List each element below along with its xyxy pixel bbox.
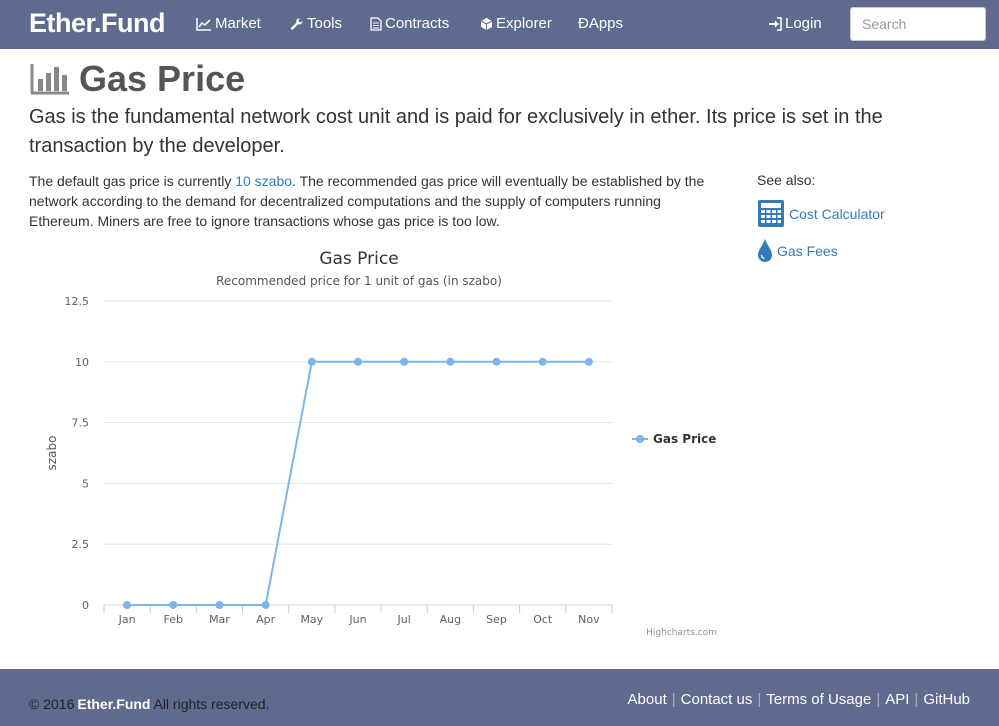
footer-separator: | <box>757 691 762 708</box>
page-title-text: Gas Price <box>79 58 246 99</box>
nav-tools-label: Tools <box>307 15 343 32</box>
series-layer <box>123 357 593 609</box>
data-point <box>261 601 270 609</box>
y-tick-label: 0 <box>82 599 89 612</box>
y-tick-label: 10 <box>75 356 89 369</box>
x-tick-label: Jul <box>397 613 411 626</box>
data-point <box>123 601 132 609</box>
lead-paragraph: Gas is the fundamental network cost unit… <box>29 106 883 157</box>
page-title: Gas Price <box>29 58 245 100</box>
copyright-prefix: © 2016 <box>29 696 75 712</box>
nav-market-label: Market <box>215 15 261 32</box>
cost-calculator-label: Cost Calculator <box>789 205 885 222</box>
document-icon <box>370 16 382 31</box>
gas-fees-link[interactable]: Gas Fees <box>757 238 838 264</box>
footer-link-about[interactable]: About <box>627 691 667 708</box>
cost-calculator-link[interactable]: Cost Calculator <box>757 199 885 228</box>
nav-contracts-label: Contracts <box>385 15 450 32</box>
copyright: © 2016 Ether.Fund All rights reserved. <box>29 696 269 712</box>
x-tick-label: May <box>300 613 323 626</box>
x-tick-label: Aug <box>440 613 461 626</box>
chart-subtitle: Recommended price for 1 unit of gas (in … <box>216 274 502 288</box>
data-point <box>307 357 316 366</box>
line-chart-icon <box>196 17 211 31</box>
bar-chart-icon <box>30 64 69 95</box>
x-tick-label: Apr <box>256 613 276 626</box>
calculator-icon <box>758 200 784 227</box>
navbar: Ether.Fund Market Tools Contracts Explor… <box>0 0 999 49</box>
nav-login[interactable]: Login <box>768 15 822 32</box>
nav-dapps[interactable]: ĐApps <box>578 15 623 32</box>
chart-credits[interactable]: Highcharts.com <box>646 628 717 638</box>
see-also-heading: See also: <box>757 172 816 188</box>
data-point <box>400 357 409 366</box>
gas-fees-label: Gas Fees <box>777 243 838 259</box>
legend-marker <box>636 435 644 443</box>
x-tick-label: Nov <box>578 613 600 626</box>
nav-explorer-label: Explorer <box>496 15 552 32</box>
y-tick-label: 5 <box>82 477 89 490</box>
footer-link-terms[interactable]: Terms of Usage <box>766 691 872 708</box>
default-gas-price-link[interactable]: 10 szabo <box>235 173 293 189</box>
nav-contracts[interactable]: Contracts <box>370 15 449 32</box>
brand-logo[interactable]: Ether.Fund <box>29 8 166 38</box>
footer-separator: | <box>876 691 881 708</box>
y-tick-label: 12.5 <box>65 295 90 308</box>
drop-icon <box>758 239 772 262</box>
data-point <box>538 357 547 366</box>
footer-link-contact[interactable]: Contact us <box>680 691 753 708</box>
data-point <box>446 357 455 366</box>
cube-icon <box>480 17 493 30</box>
y-axis-title: szabo <box>45 436 59 471</box>
footer-separator: | <box>914 691 919 708</box>
data-point <box>215 601 224 609</box>
grid-layer <box>104 300 612 606</box>
x-tick-label: Jun <box>348 613 366 626</box>
y-tick-label: 2.5 <box>72 538 90 551</box>
wrench-icon <box>290 17 303 30</box>
nav-explorer[interactable]: Explorer <box>480 15 552 32</box>
footer-link-github[interactable]: GitHub <box>923 691 970 708</box>
footer: © 2016 Ether.Fund All rights reserved. A… <box>0 669 999 726</box>
x-tick-label: Sep <box>486 613 507 626</box>
search-input[interactable] <box>850 7 986 41</box>
description-text-end: . The recommended gas price will eventua… <box>29 173 705 229</box>
axis-layer: 0 2.5 5 7.5 10 12.5 Jan Feb Mar Apr May Jun Jul Aug Se… <box>65 295 613 626</box>
nav-market[interactable]: Market <box>196 15 261 32</box>
data-point <box>354 357 362 366</box>
nav-dapps-label: ĐApps <box>578 15 624 32</box>
x-tick-label: Jan <box>118 613 136 626</box>
description-paragraph: The default gas price is currently 10 sz… <box>29 171 729 231</box>
legend-label: Gas Price <box>653 432 716 446</box>
x-tick-label: Oct <box>533 613 553 626</box>
description-text-start: The default gas price is currently <box>29 173 236 189</box>
footer-links: About | Contact us | Terms of Usage | AP… <box>628 691 970 708</box>
x-tick-label: Mar <box>209 613 230 626</box>
y-tick-label: 7.5 <box>72 417 90 430</box>
data-point <box>584 357 593 366</box>
footer-separator: | <box>671 691 676 708</box>
gas-price-chart: Gas Price Recommended price for 1 unit o… <box>45 249 717 638</box>
data-point <box>169 601 178 609</box>
x-tick-label: Feb <box>164 613 183 626</box>
copyright-brand: Ether.Fund <box>77 696 151 712</box>
copyright-suffix: All rights reserved. <box>153 696 270 712</box>
chart-legend[interactable]: Gas Price <box>632 432 716 446</box>
sign-in-icon <box>769 16 782 31</box>
footer-link-api[interactable]: API <box>885 691 910 708</box>
nav-login-label: Login <box>785 15 822 32</box>
nav-tools[interactable]: Tools <box>290 15 342 32</box>
chart-title: Gas Price <box>319 249 398 269</box>
data-point <box>492 357 501 366</box>
